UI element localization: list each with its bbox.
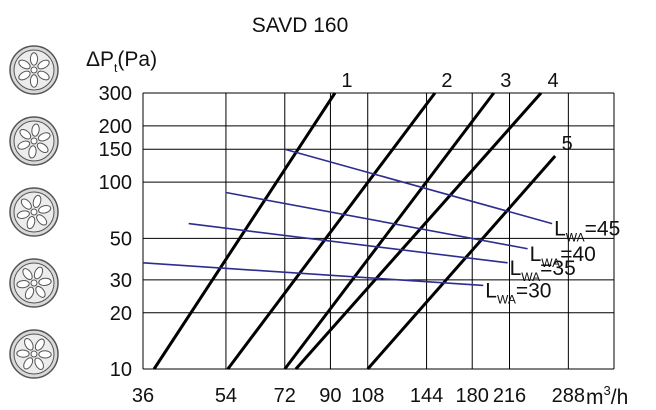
sound-label-sub: WA	[566, 231, 585, 245]
sound-label-main: L	[485, 279, 497, 302]
sound-label-value: =30	[516, 279, 552, 302]
y-tick-label: 10	[110, 359, 132, 381]
sound-label-main: L	[530, 243, 542, 266]
svg-text:m3/h: m3/h	[586, 383, 628, 409]
sound-label-sub: WA	[497, 292, 516, 306]
sound-line	[142, 262, 484, 287]
sound-label-value: =35	[540, 257, 576, 280]
curve-line-4	[294, 92, 543, 370]
x-tick-label: 36	[132, 385, 154, 407]
y-tick-label: 50	[110, 228, 132, 250]
curve-line-3	[283, 92, 495, 370]
sound-line	[284, 148, 553, 225]
y-axis-label-sub: t	[114, 61, 118, 75]
y-axis-label: ΔPt(Pa)	[86, 48, 157, 75]
sound-line-label: LWA=40	[530, 243, 596, 270]
sound-label-main: L	[510, 257, 522, 280]
x-axis-label-rest: /h	[611, 386, 629, 409]
chart-title: SAVD 160	[252, 14, 349, 37]
y-tick-label: 300	[99, 83, 132, 105]
y-tick-label: 100	[99, 172, 132, 194]
x-tick-label: 54	[215, 385, 237, 407]
curve-label-2: 2	[441, 70, 452, 92]
x-tick-labels: 36 54 72 90 108 144 180 216 288	[132, 385, 585, 407]
diffuser-setting-icon	[9, 329, 59, 379]
y-tick-label: 20	[110, 303, 132, 325]
curve-line-5	[366, 155, 557, 370]
x-axis-label-sup: 3	[604, 383, 611, 398]
x-tick-label: 72	[274, 385, 296, 407]
y-tick-label: 200	[99, 116, 132, 138]
x-tick-label: 288	[552, 385, 585, 407]
x-tick-label: 108	[351, 385, 384, 407]
diffuser-setting-icon	[9, 45, 59, 95]
y-tick-label: 30	[110, 270, 132, 292]
x-tick-label: 216	[493, 385, 526, 407]
sound-label-value: =40	[560, 243, 596, 266]
sound-label-main: L	[554, 218, 566, 241]
x-axis-label: m3/h	[586, 383, 628, 409]
diffuser-setting-icon	[9, 258, 59, 308]
x-tick-label: 180	[456, 385, 489, 407]
diffuser-icons	[9, 45, 59, 379]
curve-label-4: 4	[547, 70, 558, 92]
sound-line-label: LWA=35	[510, 257, 576, 284]
chart-grid	[142, 92, 615, 370]
curve-label-1: 1	[341, 70, 352, 92]
svg-text:ΔPt(Pa): ΔPt(Pa)	[86, 48, 157, 75]
sound-line	[225, 191, 528, 250]
x-axis-label-main: m	[586, 386, 604, 409]
sound-line-label: LWA=45	[554, 218, 620, 245]
curve-line-2	[226, 92, 437, 370]
sound-label-sub: WA	[521, 270, 540, 284]
sound-line	[188, 222, 508, 264]
y-tick-label: 150	[99, 139, 132, 161]
sound-line-label: LWA=30	[485, 279, 551, 306]
diffuser-setting-icon	[9, 116, 59, 166]
diffuser-setting-icon	[9, 187, 59, 237]
sound-label-sub: WA	[541, 256, 560, 270]
x-tick-label: 144	[410, 385, 443, 407]
curve-label-3: 3	[500, 70, 511, 92]
y-axis-label-unit: (Pa)	[117, 48, 157, 71]
y-axis-label-main: ΔP	[86, 48, 114, 71]
curve-label-5: 5	[562, 133, 573, 155]
sound-label-value: =45	[585, 218, 621, 241]
x-tick-label: 90	[319, 385, 341, 407]
